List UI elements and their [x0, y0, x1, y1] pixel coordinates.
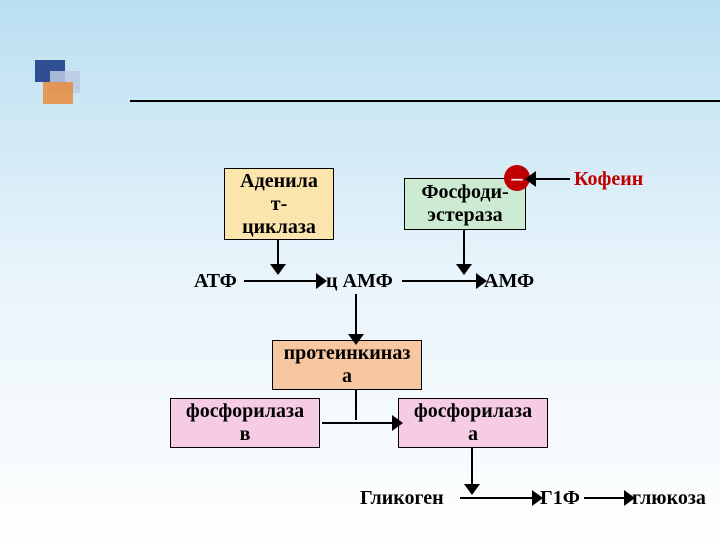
adenylate-cyclase-box: Аденила т- циклаза — [224, 168, 334, 240]
box-label: фосфорилаза — [186, 400, 304, 423]
camp-label: ц АМФ — [326, 270, 393, 293]
phosphorylase-a-box: фосфорилаза а — [398, 398, 548, 448]
phosphorylase-b-box: фосфорилаза в — [170, 398, 320, 448]
box-label: т- — [271, 193, 287, 216]
box-label: Аденила — [240, 170, 318, 193]
minus-sign: – — [512, 167, 523, 189]
box-label: циклаза — [242, 216, 316, 239]
box-label: фосфорилаза — [414, 400, 532, 423]
glucose-label: глюкоза — [632, 487, 706, 510]
amp-label: АМФ — [484, 270, 534, 293]
corner-decoration — [35, 60, 117, 105]
box-label: протеинкиназ — [284, 342, 411, 365]
caffeine-label: Кофеин — [574, 168, 643, 191]
box-label: а — [468, 423, 478, 446]
proteinkinase-box: протеинкиназ а — [272, 340, 422, 390]
box-label: а — [342, 365, 352, 388]
horizontal-rule — [130, 100, 720, 102]
box-label: эстераза — [427, 204, 502, 227]
box-label: Фосфоди- — [421, 181, 508, 204]
g1p-label: Г1Ф — [540, 487, 580, 510]
atp-label: АТФ — [194, 270, 237, 293]
glycogen-label: Гликоген — [360, 487, 444, 510]
box-label: в — [240, 423, 251, 446]
